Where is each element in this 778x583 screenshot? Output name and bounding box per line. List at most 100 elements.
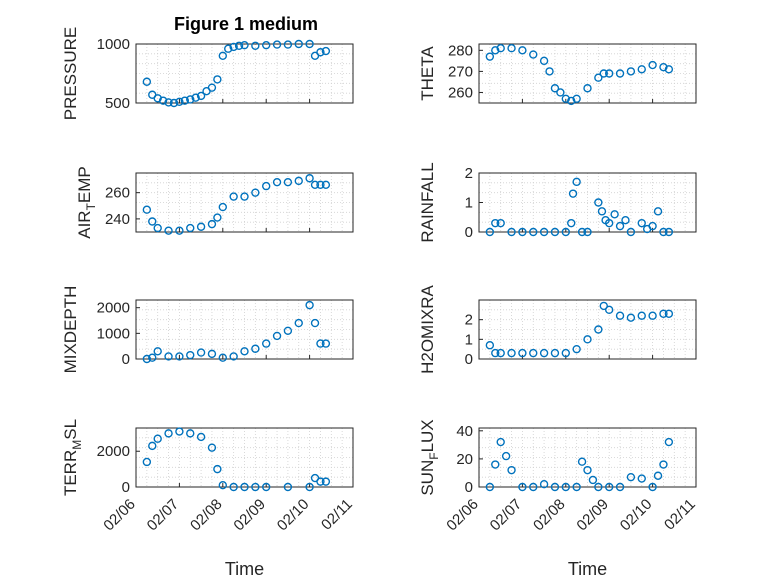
data-point xyxy=(485,227,495,237)
x-axis-label: Time xyxy=(225,559,264,579)
data-point xyxy=(294,176,303,186)
data-point xyxy=(577,457,587,466)
y-tick-label: 0 xyxy=(465,351,473,368)
data-point xyxy=(539,56,549,66)
data-point xyxy=(180,96,190,105)
chart-panel: 500 1000 PRESSURE xyxy=(61,27,354,121)
data-point xyxy=(550,348,560,358)
y-axis-label: TERRMSL xyxy=(61,419,84,496)
data-point xyxy=(218,353,228,362)
y-axis-label-rest: LUX xyxy=(418,419,437,452)
data-point xyxy=(196,91,206,101)
data-point xyxy=(637,311,646,320)
y-tick-label: 260 xyxy=(448,84,473,101)
data-point xyxy=(597,207,607,216)
data-point xyxy=(310,318,320,328)
x-tick-label: 02/09 xyxy=(230,496,269,535)
data-point xyxy=(207,443,217,452)
y-axis-label-subscript: T xyxy=(84,202,98,210)
data-point xyxy=(545,67,554,76)
data-point xyxy=(142,354,152,364)
data-point xyxy=(294,318,303,328)
data-point xyxy=(229,352,238,361)
data-point xyxy=(594,73,603,82)
y-axis-label-subscript: M xyxy=(70,440,84,450)
data-point xyxy=(321,339,331,348)
data-point xyxy=(626,67,636,76)
data-point xyxy=(213,75,222,84)
data-point xyxy=(283,40,293,49)
data-point xyxy=(529,227,538,237)
data-point xyxy=(550,84,560,93)
x-tick-label: 02/07 xyxy=(487,496,526,535)
data-point xyxy=(491,348,500,358)
data-point xyxy=(653,207,663,216)
data-point xyxy=(240,40,249,50)
data-point xyxy=(175,352,184,361)
data-point xyxy=(594,325,603,334)
data-point xyxy=(224,44,233,53)
data-point xyxy=(648,311,657,320)
data-point xyxy=(594,198,603,207)
x-tick-label: 02/08 xyxy=(187,496,226,535)
data-point xyxy=(207,219,217,229)
data-point xyxy=(218,51,228,60)
y-tick-label: 2 xyxy=(465,165,473,182)
data-point xyxy=(262,482,271,492)
data-point xyxy=(164,352,173,361)
data-point xyxy=(561,227,570,237)
data-point xyxy=(539,348,549,358)
data-point xyxy=(491,46,500,55)
y-tick-label: 1000 xyxy=(97,36,130,53)
data-point xyxy=(305,482,314,492)
data-point xyxy=(196,222,206,231)
axes-box xyxy=(478,299,697,360)
data-point xyxy=(310,180,320,190)
data-point xyxy=(577,227,587,237)
y-tick-label: 40 xyxy=(456,423,473,440)
data-point xyxy=(664,227,674,237)
chart-panel: 0 1000 2000 MIXDEPTH xyxy=(61,286,354,373)
data-point xyxy=(272,177,282,187)
data-point xyxy=(158,96,168,105)
data-point xyxy=(153,347,162,356)
x-tick-label: 02/09 xyxy=(573,496,612,535)
data-point xyxy=(653,471,663,480)
data-point xyxy=(501,451,511,461)
y-axis-label: PRESSURE xyxy=(61,27,80,121)
data-point xyxy=(229,192,238,201)
y-axis-label-main: RAINFALL xyxy=(418,162,437,242)
y-tick-label: 20 xyxy=(456,451,473,468)
axes-box xyxy=(135,172,354,233)
axes-box xyxy=(135,427,354,488)
data-point xyxy=(485,52,495,61)
data-point xyxy=(186,350,195,360)
data-point xyxy=(659,460,668,469)
data-point xyxy=(272,331,282,341)
data-point xyxy=(507,227,516,237)
data-point xyxy=(251,482,260,492)
y-axis-label: H2OMIXRA xyxy=(418,284,437,373)
data-point xyxy=(186,223,195,233)
data-point xyxy=(518,348,527,358)
data-point xyxy=(599,301,608,311)
data-point xyxy=(316,180,325,190)
data-point xyxy=(659,227,668,237)
data-point xyxy=(664,65,674,74)
data-point xyxy=(196,348,206,357)
data-point xyxy=(321,180,331,190)
x-axis-label: Time xyxy=(568,559,607,579)
y-axis-label-main: AIR xyxy=(75,210,94,238)
data-point xyxy=(251,188,260,197)
y-axis-label-main: H2OMIXRA xyxy=(418,284,437,373)
data-point xyxy=(191,93,200,102)
y-tick-label: 280 xyxy=(448,42,473,59)
data-point xyxy=(583,227,592,237)
data-point xyxy=(518,227,527,237)
y-axis-label: THETA xyxy=(418,46,437,101)
chart-panel: 260 270 280 THETA xyxy=(418,42,697,106)
data-point xyxy=(316,48,325,57)
y-tick-label: 0 xyxy=(122,351,130,368)
data-point xyxy=(659,309,668,318)
data-point xyxy=(567,96,576,106)
